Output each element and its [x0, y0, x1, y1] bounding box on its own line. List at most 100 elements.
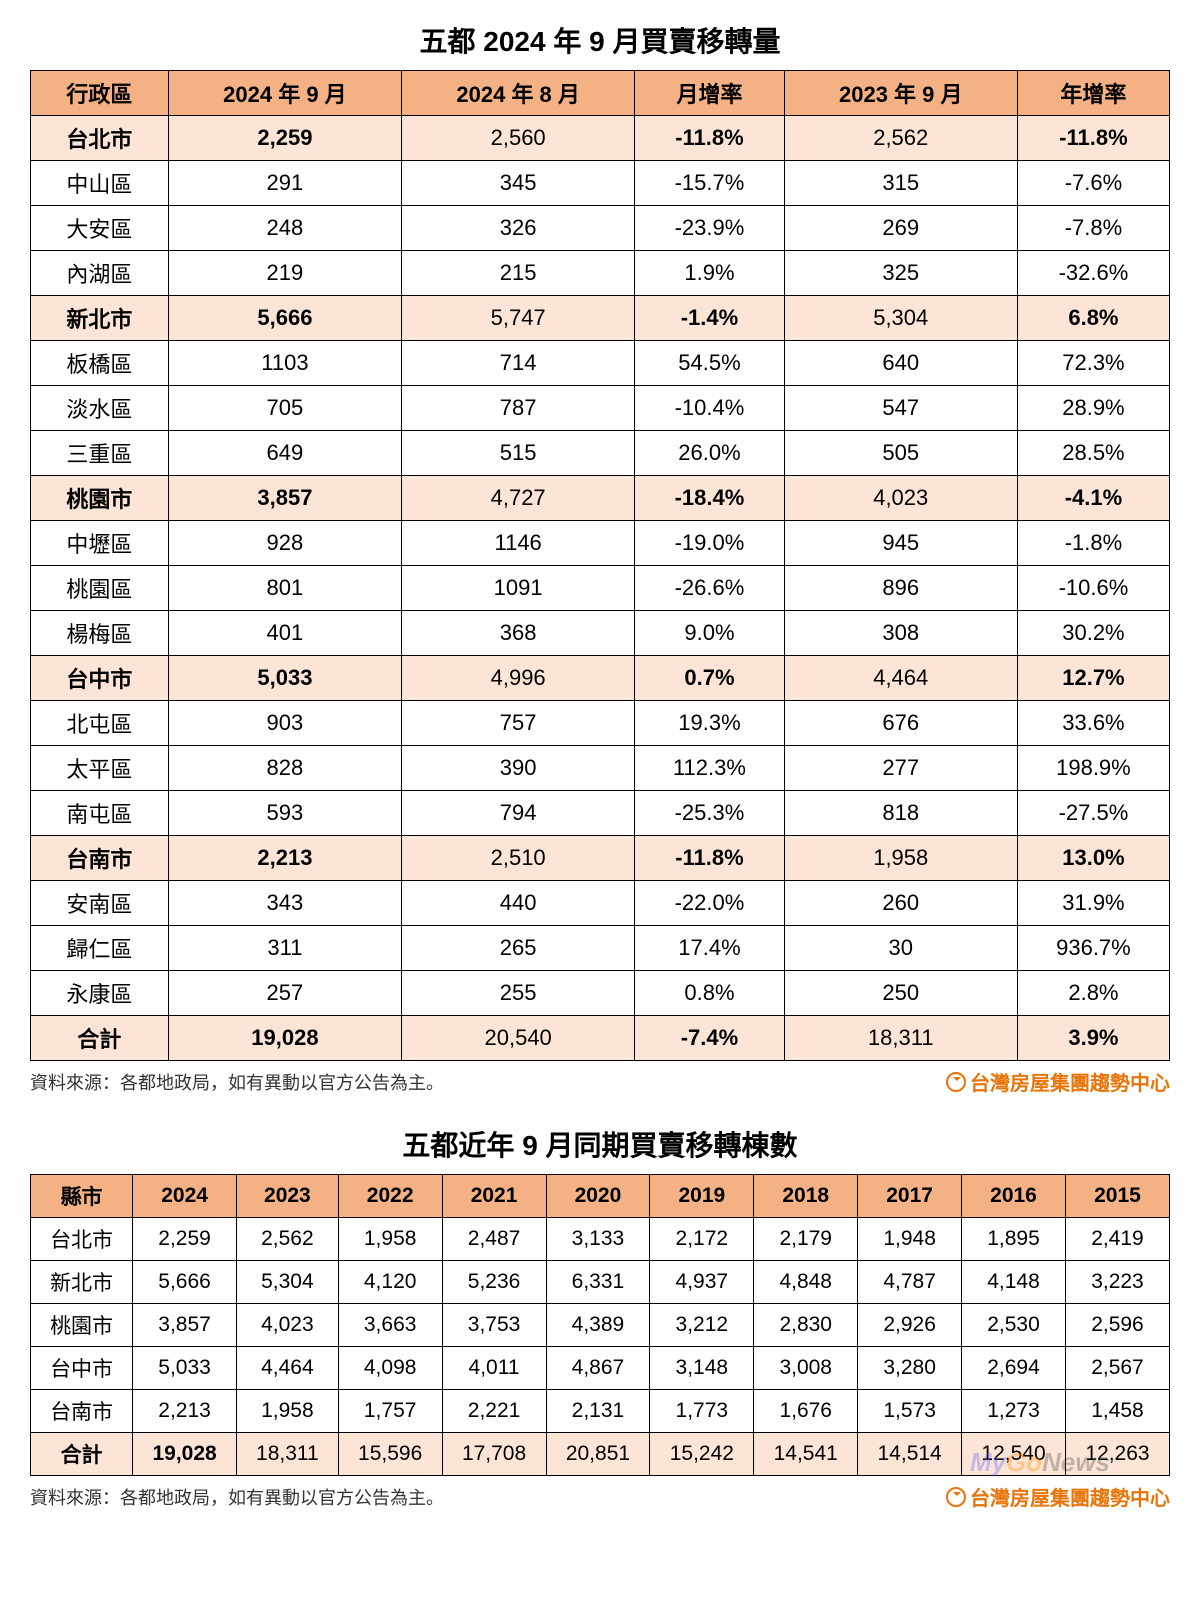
table-row: 桃園區8011091-26.6%896-10.6%: [31, 566, 1170, 611]
table-cell: 2,562: [237, 1218, 339, 1261]
table-cell: 3.9%: [1017, 1016, 1169, 1061]
table-row: 永康區2572550.8%2502.8%: [31, 971, 1170, 1016]
table-cell: 4,098: [338, 1347, 442, 1390]
table-cell: -1.8%: [1017, 521, 1169, 566]
table-cell: -15.7%: [635, 161, 784, 206]
brand-icon: [946, 1487, 966, 1507]
table-cell: 3,223: [1065, 1261, 1169, 1304]
table-cell: 15,596: [338, 1433, 442, 1476]
table-cell: 2,560: [402, 116, 635, 161]
table-cell: 板橋區: [31, 341, 169, 386]
table-cell: 2,530: [962, 1304, 1066, 1347]
table-cell: 1,958: [784, 836, 1017, 881]
table2-col-header: 2018: [754, 1175, 858, 1218]
table-cell: -22.0%: [635, 881, 784, 926]
table-cell: 三重區: [31, 431, 169, 476]
brand-label-2: 台灣房屋集團趨勢中心: [946, 1482, 1170, 1511]
table-cell: 2,213: [133, 1390, 237, 1433]
table-cell: 828: [168, 746, 401, 791]
table-cell: -11.8%: [1017, 116, 1169, 161]
table-cell: 4,848: [754, 1261, 858, 1304]
table-row: 台南市2,2131,9581,7572,2212,1311,7731,6761,…: [31, 1390, 1170, 1433]
table-row: 三重區64951526.0%50528.5%: [31, 431, 1170, 476]
table1-col-header: 2023 年 9 月: [784, 71, 1017, 116]
table-cell: 12.7%: [1017, 656, 1169, 701]
table-cell: 787: [402, 386, 635, 431]
table-row: 大安區248326-23.9%269-7.8%: [31, 206, 1170, 251]
table-cell: 2,596: [1065, 1304, 1169, 1347]
table-cell: -7.4%: [635, 1016, 784, 1061]
table-cell: 12,540: [962, 1433, 1066, 1476]
table-row: 中壢區9281146-19.0%945-1.8%: [31, 521, 1170, 566]
table-cell: 219: [168, 251, 401, 296]
table-cell: 4,867: [546, 1347, 650, 1390]
table-cell: 311: [168, 926, 401, 971]
table-cell: 2,567: [1065, 1347, 1169, 1390]
table-cell: 4,464: [237, 1347, 339, 1390]
table2-col-header: 2024: [133, 1175, 237, 1218]
table-cell: 1,958: [338, 1218, 442, 1261]
table-cell: 593: [168, 791, 401, 836]
table-cell: 30.2%: [1017, 611, 1169, 656]
brand-icon: [946, 1072, 966, 1092]
table-cell: 1,458: [1065, 1390, 1169, 1433]
table-cell: 新北市: [31, 296, 169, 341]
table-cell: 2,221: [442, 1390, 546, 1433]
table-cell: 72.3%: [1017, 341, 1169, 386]
table-cell: 北屯區: [31, 701, 169, 746]
table2-col-header: 2015: [1065, 1175, 1169, 1218]
table-cell: 1,895: [962, 1218, 1066, 1261]
table-cell: 30: [784, 926, 1017, 971]
table-cell: 440: [402, 881, 635, 926]
table-cell: 2,694: [962, 1347, 1066, 1390]
table2-col-header: 2019: [650, 1175, 754, 1218]
table-cell: 1,273: [962, 1390, 1066, 1433]
table-cell: 19,028: [168, 1016, 401, 1061]
table-cell: 3,133: [546, 1218, 650, 1261]
table-cell: 桃園區: [31, 566, 169, 611]
table-cell: 255: [402, 971, 635, 1016]
table-cell: 4,464: [784, 656, 1017, 701]
table-cell: -7.8%: [1017, 206, 1169, 251]
table-cell: 中壢區: [31, 521, 169, 566]
table1-title: 五都 2024 年 9 月買賣移轉量: [30, 20, 1170, 60]
source-text-1: 資料來源：各都地政局，如有異動以官方公告為主。: [30, 1069, 444, 1095]
table-cell: 1091: [402, 566, 635, 611]
table-cell: 4,937: [650, 1261, 754, 1304]
table-cell: 640: [784, 341, 1017, 386]
table2-col-header: 2016: [962, 1175, 1066, 1218]
table-cell: 20,540: [402, 1016, 635, 1061]
table-cell: 5,747: [402, 296, 635, 341]
table-cell: 2,172: [650, 1218, 754, 1261]
table-cell: 台南市: [31, 1390, 133, 1433]
table-cell: 2,562: [784, 116, 1017, 161]
table-cell: 13.0%: [1017, 836, 1169, 881]
table-row: 內湖區2192151.9%325-32.6%: [31, 251, 1170, 296]
table-cell: -10.6%: [1017, 566, 1169, 611]
table-cell: 1,958: [237, 1390, 339, 1433]
table-cell: 326: [402, 206, 635, 251]
table-cell: 2.8%: [1017, 971, 1169, 1016]
table-cell: 9.0%: [635, 611, 784, 656]
table-cell: 中山區: [31, 161, 169, 206]
table-cell: 內湖區: [31, 251, 169, 296]
table-cell: -18.4%: [635, 476, 784, 521]
table-cell: 269: [784, 206, 1017, 251]
table-cell: 33.6%: [1017, 701, 1169, 746]
table-cell: 19,028: [133, 1433, 237, 1476]
brand-text: 台灣房屋集團趨勢中心: [970, 1482, 1170, 1511]
table-cell: 合計: [31, 1433, 133, 1476]
table-cell: 1,948: [858, 1218, 962, 1261]
table-row: 台中市5,0334,9960.7%4,46412.7%: [31, 656, 1170, 701]
table-cell: 楊梅區: [31, 611, 169, 656]
table-cell: 2,259: [133, 1218, 237, 1261]
table-row: 板橋區110371454.5%64072.3%: [31, 341, 1170, 386]
table-cell: 18,311: [784, 1016, 1017, 1061]
table1-col-header: 行政區: [31, 71, 169, 116]
table-row: 安南區343440-22.0%26031.9%: [31, 881, 1170, 926]
table-cell: 368: [402, 611, 635, 656]
table-cell: 215: [402, 251, 635, 296]
table2-col-header: 2021: [442, 1175, 546, 1218]
table-cell: 3,280: [858, 1347, 962, 1390]
table-cell: 14,514: [858, 1433, 962, 1476]
